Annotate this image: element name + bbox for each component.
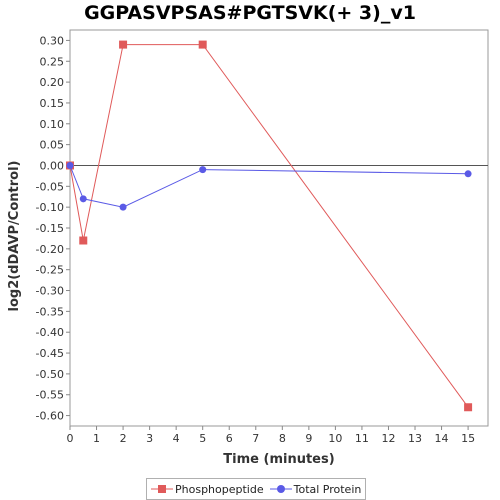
legend-swatch-circle-icon (269, 485, 292, 493)
y-tick-label: -0.15 (36, 222, 64, 235)
legend-item-total-protein: Total Protein (269, 482, 362, 496)
legend-label-total-protein: Total Protein (293, 482, 362, 496)
chart-title: GGPASVPSAS#PGTSVK(+ 3)_v1 (84, 2, 416, 24)
y-tick-label: 0.30 (40, 34, 65, 47)
y-axis-label: log2(dDAVP/Control) (7, 160, 22, 312)
x-tick-label: 7 (252, 432, 259, 445)
y-tick-label: 0.10 (40, 118, 65, 131)
y-tick-label: -0.50 (36, 368, 64, 381)
data-point-phosphopeptide (119, 40, 128, 49)
data-point-total-protein (66, 161, 74, 169)
x-tick-label: 10 (328, 432, 342, 445)
y-tick-label: 0.25 (40, 55, 65, 68)
x-tick-label: 6 (226, 432, 233, 445)
data-point-total-protein (79, 195, 87, 203)
x-tick-label: 3 (146, 432, 153, 445)
plot-frame (69, 29, 489, 427)
y-tick-label: -0.45 (36, 347, 64, 360)
x-tick-label: 12 (381, 432, 395, 445)
data-point-phosphopeptide (464, 403, 473, 412)
y-tick-label: -0.20 (36, 243, 64, 256)
x-tick-label: 14 (435, 432, 449, 445)
y-tick-label: 0.05 (40, 139, 65, 152)
y-tick-label: 0.15 (40, 97, 65, 110)
y-tick-label: -0.25 (36, 264, 64, 277)
x-tick-label: 15 (461, 432, 475, 445)
y-tick-label: -0.60 (36, 410, 64, 423)
x-tick-label: 11 (355, 432, 369, 445)
legend: Phosphopeptide Total Protein (146, 478, 367, 500)
x-tick-label: 5 (199, 432, 206, 445)
y-tick-label: -0.40 (36, 326, 64, 339)
x-tick-label: 0 (67, 432, 74, 445)
x-tick-label: 13 (408, 432, 422, 445)
legend-item-phosphopeptide: Phosphopeptide (151, 483, 264, 496)
y-tick-label: -0.30 (36, 285, 64, 298)
y-tick-label: -0.35 (36, 305, 64, 318)
data-point-total-protein (119, 203, 127, 211)
data-point-phosphopeptide (79, 236, 88, 245)
legend-label-phosphopeptide: Phosphopeptide (175, 482, 264, 496)
data-point-total-protein (199, 166, 207, 174)
y-tick-label: -0.55 (36, 389, 64, 402)
x-tick-label: 2 (120, 432, 127, 445)
legend-swatch-square-icon (151, 485, 173, 493)
x-axis-label: Time (minutes) (223, 452, 335, 467)
y-tick-label: 0.00 (40, 159, 65, 172)
x-tick-label: 8 (279, 432, 286, 445)
x-tick-label: 4 (173, 432, 180, 445)
x-tick-label: 1 (93, 432, 100, 445)
y-tick-label: -0.05 (36, 180, 64, 193)
data-point-phosphopeptide (198, 40, 207, 49)
y-tick-label: 0.20 (40, 76, 65, 89)
x-tick-label: 9 (305, 432, 312, 445)
y-tick-label: -0.10 (36, 201, 64, 214)
data-point-total-protein (464, 170, 472, 178)
